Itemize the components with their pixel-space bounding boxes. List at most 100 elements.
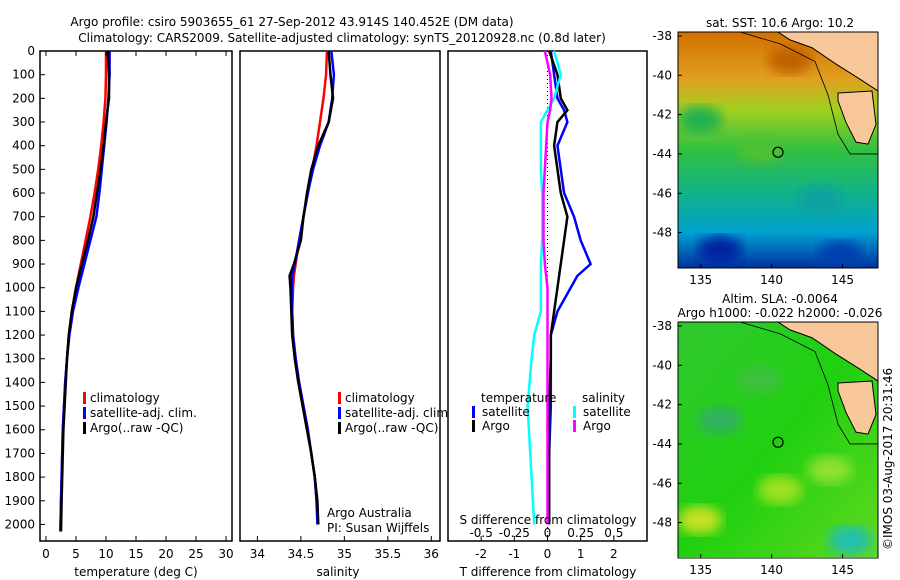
y-tick-label: -38 (652, 319, 672, 333)
x-tick-label: 140 (760, 563, 783, 577)
x2-tick-label: -0.5 (469, 526, 492, 540)
legend-label: climatology (345, 391, 415, 405)
x-axis-label: temperature (deg C) (74, 565, 197, 579)
x-tick-label: 1 (577, 547, 585, 561)
x-tick-label: 30 (218, 547, 233, 561)
profile-location-marker (772, 436, 784, 448)
y-tick-label: 400 (12, 139, 35, 153)
x-tick-label: 35 (337, 547, 352, 561)
legend-label: Argo (482, 419, 510, 433)
y-tick-label: -42 (652, 398, 672, 412)
y-tick-label: 500 (12, 162, 35, 176)
map-subtitle: Argo h1000: -0.022 h2000: -0.026 (678, 306, 883, 320)
x-tick-label: 145 (831, 563, 854, 577)
field-anomaly (698, 236, 742, 264)
y-tick-label: 1300 (4, 352, 35, 366)
legend-title-temperature: temperature (481, 391, 556, 405)
y-tick-label: 1100 (4, 304, 35, 318)
x-tick-label: 135 (689, 563, 712, 577)
legend-swatch (472, 406, 475, 418)
y-tick-label: -44 (652, 437, 672, 451)
tasmania (837, 90, 877, 145)
x2-tick-label: 0.5 (604, 526, 623, 540)
y-tick-label: 100 (12, 68, 35, 82)
map-frame (677, 321, 879, 559)
x-tick-label: 25 (188, 547, 203, 561)
x-tick-label: 140 (760, 273, 783, 287)
y-tick-label: 700 (12, 210, 35, 224)
temperature-panel: 0100200300400500600700800900100011001200… (4, 44, 233, 579)
y-tick-label: -40 (652, 68, 672, 82)
x-axis-label: salinity (316, 565, 359, 579)
legend-swatch (573, 420, 576, 432)
y-tick-label: 600 (12, 186, 35, 200)
y-tick-label: 0 (27, 44, 35, 58)
legend-label: satellite-adj. clim. (90, 406, 197, 420)
map-field (678, 322, 878, 557)
legend-swatch (573, 406, 576, 418)
title-line-1: Argo profile: csiro 5903655_61 27-Sep-20… (70, 15, 513, 29)
field-anomaly (808, 456, 852, 484)
field-anomaly (798, 186, 842, 214)
legend-swatch (338, 422, 341, 434)
field-anomaly (828, 526, 872, 554)
field-anomaly (758, 476, 802, 504)
profile-location-marker (772, 146, 784, 158)
x-tick-label: -1 (508, 547, 520, 561)
x-tick-label: -2 (475, 547, 487, 561)
x-tick-label: 145 (831, 273, 854, 287)
x-tick-label: 0 (544, 547, 552, 561)
x2-tick-label: 0 (544, 526, 552, 540)
depth-contour (739, 322, 878, 445)
y-tick-label: -48 (652, 516, 672, 530)
legend-label: satellite-adj. clim. (345, 406, 452, 420)
difference-panel: -2 -1 0 1 2 -0.5 -0.25 0 0.25 0.5S difference fro… (447, 50, 648, 579)
field-anomaly (678, 106, 722, 134)
y-tick-label: 1800 (4, 470, 35, 484)
x-tick-label: 5 (72, 547, 80, 561)
legend-swatch (338, 392, 341, 404)
sst-map: sat. SST: 10.6 Argo: 10.2 -38 -40 -42 -44 -46… (652, 16, 879, 287)
plot-frame (239, 50, 441, 542)
series-line-argo-raw-qc- (288, 50, 335, 525)
x-tick-label: 36 (424, 547, 439, 561)
attribution-text: Argo Australia (327, 506, 412, 520)
y-tick-label: -40 (652, 358, 672, 372)
field-anomaly (818, 241, 862, 268)
y-tick-label: -42 (652, 108, 672, 122)
field-anomaly (698, 406, 742, 434)
y-tick-label: 900 (12, 257, 35, 271)
legend-swatch (83, 422, 86, 434)
x-tick-label: 34.5 (288, 547, 315, 561)
legend-title-salinity: salinity (582, 391, 625, 405)
x2-axis-label: S difference from climatology (460, 513, 637, 527)
x-tick-label: 15 (128, 547, 143, 561)
x-tick-label: 10 (98, 547, 113, 561)
legend-label: climatology (90, 391, 160, 405)
y-tick-label: -44 (652, 147, 672, 161)
field-anomaly (678, 506, 722, 534)
x-axis-label: T difference from climatology (459, 565, 637, 579)
y-tick-label: 2000 (4, 517, 35, 531)
attribution-text: PI: Susan Wijffels (327, 521, 429, 535)
depth-contour (739, 32, 878, 155)
copyright-timestamp: ©IMOS 03-Aug-2017 20:31:46 (881, 368, 895, 550)
y-tick-label: 1200 (4, 328, 35, 342)
legend-swatch (83, 407, 86, 419)
y-tick-label: 1500 (4, 399, 35, 413)
legend-label: satellite (583, 405, 631, 419)
y-tick-label: 300 (12, 115, 35, 129)
salinity-panel: 34 34.5 35 35.5 36 salinity climatologysatelli… (239, 50, 452, 579)
y-tick-label: -46 (652, 476, 672, 490)
series-line-argo-raw-qc- (59, 50, 111, 532)
field-anomaly (738, 366, 782, 394)
mainland-australia (777, 32, 878, 92)
legend-label: Argo(..raw -QC) (90, 421, 183, 435)
map-title: sat. SST: 10.6 Argo: 10.2 (706, 16, 854, 30)
plot-frame (39, 50, 233, 542)
y-tick-label: 1600 (4, 423, 35, 437)
y-tick-label: 1700 (4, 446, 35, 460)
field-anomaly (768, 46, 812, 74)
